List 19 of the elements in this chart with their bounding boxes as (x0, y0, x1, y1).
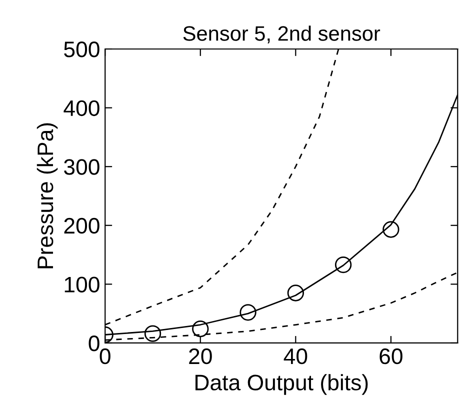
point (192, 320, 209, 338)
point (144, 325, 162, 342)
y-axis-title: Pressure (kPa) (36, 123, 58, 268)
point (334, 256, 352, 274)
y-tick-label: 200 (64, 218, 100, 234)
y-tick-label: 500 (64, 42, 100, 58)
x-tick-label: 60 (380, 348, 402, 364)
point (382, 221, 400, 238)
y-tick-label: 100 (64, 276, 100, 292)
point (287, 284, 304, 302)
x-tick-label: 0 (100, 348, 110, 364)
point (240, 304, 256, 321)
y-tick-label: 300 (64, 159, 100, 175)
x-tick-label: 40 (284, 348, 308, 364)
x-tick-label: 20 (189, 348, 212, 364)
chart-title: Sensor 5, 2nd sensor (183, 26, 380, 44)
y-tick-label: 0 (88, 336, 100, 352)
y-tick-label: 400 (64, 100, 100, 116)
x-axis-title: Data Output (bits) (196, 374, 368, 395)
